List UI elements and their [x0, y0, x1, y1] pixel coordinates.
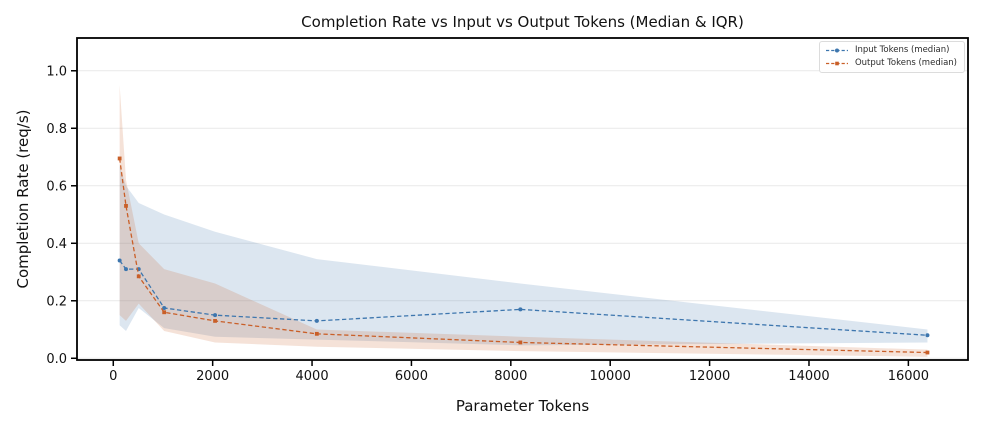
x-tick-label: 2000: [196, 369, 229, 384]
data-point-marker: [162, 305, 167, 310]
data-point-marker: [136, 274, 141, 279]
data-point-marker: [124, 204, 128, 208]
data-point-marker: [213, 319, 217, 323]
data-point-marker: [925, 333, 930, 338]
legend-label: Output Tokens (median): [854, 58, 957, 68]
series-line-1: [118, 158, 928, 354]
data-point-marker: [314, 331, 319, 336]
x-tick-label: 4000: [296, 369, 329, 384]
y-tick-label: 1.0: [46, 64, 67, 79]
data-point-marker: [925, 350, 930, 355]
data-point-marker: [123, 267, 128, 272]
y-tick-label: 0.4: [46, 237, 67, 252]
y-tick-label: 0.8: [46, 122, 67, 137]
x-tick-label: 6000: [395, 369, 428, 384]
y-tick-label: 0.6: [46, 179, 67, 194]
data-point-marker: [314, 318, 319, 323]
legend-item-0: Input Tokens (median): [825, 45, 957, 56]
chart-title: Completion Rate vs Input vs Output Token…: [301, 13, 744, 31]
x-tick-label: 10000: [590, 369, 631, 384]
y-tick-label: 0.0: [46, 352, 67, 367]
axes-frame: [76, 37, 969, 361]
legend-dashed-line-circle-icon: [825, 48, 848, 53]
x-tick-label: 8000: [494, 369, 527, 384]
x-tick-label: 16000: [888, 369, 929, 384]
legend-item-1: Output Tokens (median): [825, 58, 957, 69]
iqr-band-1: [119, 85, 928, 357]
iqr-band-0: [119, 165, 928, 346]
legend-label: Input Tokens (median): [854, 45, 950, 55]
y-tick-label: 0.2: [46, 294, 67, 309]
data-point-marker: [518, 307, 523, 312]
data-point-marker: [162, 310, 167, 315]
x-axis-label: Parameter Tokens: [455, 397, 590, 415]
x-tick-label: 0: [109, 369, 117, 384]
x-tick-label: 12000: [689, 369, 730, 384]
x-tick-label: 14000: [788, 369, 829, 384]
legend: Input Tokens (median) Output Tokens (medi…: [818, 41, 965, 73]
legend-dashed-line-square-icon: [825, 61, 848, 66]
data-point-marker: [117, 258, 122, 263]
data-point-marker: [518, 340, 523, 345]
data-point-marker: [213, 313, 218, 318]
data-point-marker: [117, 156, 122, 161]
